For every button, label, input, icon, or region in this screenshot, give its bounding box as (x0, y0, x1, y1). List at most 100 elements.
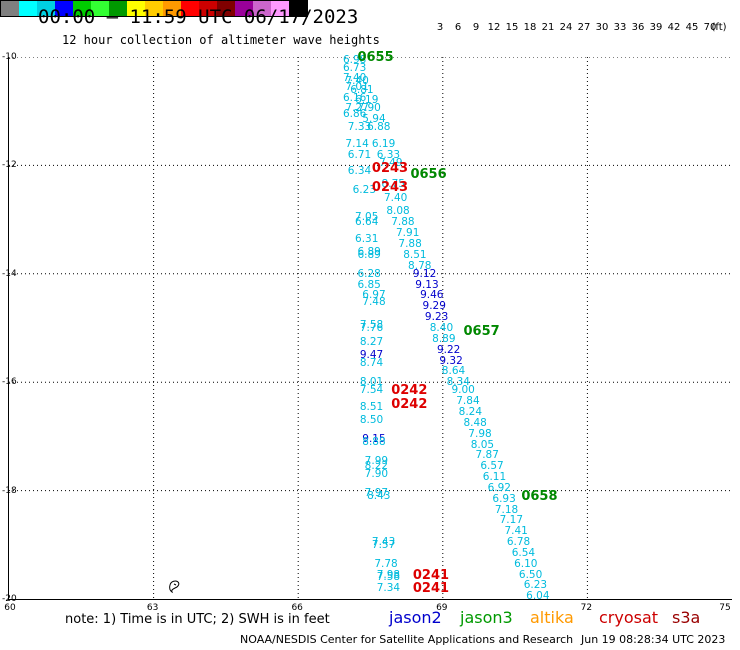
units-note: note: 1) Time is in UTC; 2) SWH is in fe… (65, 612, 330, 627)
colorbar-swatch (19, 1, 37, 16)
wave-height-value: 6.10 (514, 557, 538, 570)
colorbar-swatch (91, 1, 109, 16)
wave-height-value: 7.40 (345, 75, 369, 88)
wave-height-value: 8.51 (359, 400, 384, 413)
longitude-label: 60 (4, 603, 16, 613)
wave-height-value: 7.98 (468, 427, 492, 440)
colorbar-label: 6 (454, 22, 462, 33)
latitude-label: -18 (2, 485, 17, 496)
wave-height-value: 7.27 (345, 102, 369, 115)
wave-height-value: 6.71 (347, 148, 372, 161)
colorbar-label: 24 (559, 22, 573, 33)
colorbar-swatch (127, 1, 145, 16)
wave-height-value: 7.49 (379, 156, 403, 169)
latitude-label: -20 (2, 594, 17, 604)
wave-height-value: 8.01 (359, 376, 384, 389)
pass-time-label: 0655 (357, 50, 394, 65)
colorbar-label: 9 (472, 22, 480, 33)
longitude-label: 66 (291, 603, 303, 613)
pass-time-label: 0658 (521, 489, 558, 505)
wave-height-value: 8.24 (458, 406, 483, 418)
wave-height-value: 6.19 (371, 137, 396, 150)
wave-height-value: 6.11 (482, 471, 507, 484)
wave-height-value: 7.57 (371, 538, 396, 551)
map-subtitle: 12 hour collection of altimeter wave hei… (62, 33, 380, 47)
legend-jason2: jason2 (389, 608, 442, 627)
wave-height-value: 6.92 (487, 481, 511, 494)
latitude-label: -14 (2, 268, 17, 279)
pass-time-label: 0656 (410, 166, 447, 182)
colorbar-swatch (253, 1, 271, 16)
wave-height-value: 6.31 (355, 232, 379, 245)
generated-timestamp: Jun 19 08:28:34 UTC 2023 (581, 633, 726, 646)
wave-height-value: 7.88 (398, 237, 422, 250)
wave-height-value: 9.29 (422, 300, 446, 313)
wave-height-value: 7.33 (347, 121, 372, 134)
wave-height-value: 6.89 (357, 248, 381, 261)
colorbar-swatch (109, 1, 127, 16)
legend-cryosat: cryosat (599, 608, 659, 627)
wave-height-value: 6.16 (342, 91, 367, 104)
map-plot-area (8, 57, 732, 600)
wave-height-value: 8.50 (359, 414, 384, 427)
longitude-label: 63 (146, 603, 159, 613)
wave-height-value: 9.22 (436, 343, 461, 356)
wave-height-value: 6.04 (526, 590, 550, 603)
colorbar-label: 70 (703, 22, 717, 33)
colorbar-label: 21 (541, 22, 555, 33)
wave-height-value: 9.23 (424, 311, 449, 324)
wave-height-value: 7.43 (371, 536, 396, 549)
wave-height-value: 7.88 (391, 216, 415, 229)
wave-height-value: 9.46 (420, 289, 444, 302)
wave-height-value: 7.78 (374, 557, 398, 570)
wave-height-value: 9.47 (359, 349, 384, 362)
wave-height-value: 6.85 (357, 278, 381, 291)
wave-height-value: 6.34 (347, 164, 372, 177)
wave-height-value: 6.23 (523, 579, 548, 592)
wave-height-value: 9.13 (415, 278, 439, 291)
wave-height-value: 7.54 (359, 384, 384, 397)
wave-height-value: 8.89 (432, 332, 456, 345)
wave-height-value: 6.57 (480, 460, 504, 473)
colorbar-label: 18 (523, 22, 537, 33)
wave-height-value: 6.33 (376, 148, 401, 161)
wave-height-value: 7.90 (364, 468, 389, 481)
wave-height-value: 6.50 (518, 568, 543, 581)
wave-height-value: 8.34 (446, 376, 470, 389)
pass-time-label: 0243 (371, 161, 409, 177)
longitude-label: 69 (436, 603, 448, 613)
credit-line: NOAA/NESDIS Center for Satellite Applica… (240, 633, 574, 646)
colorbar-label: 39 (649, 22, 663, 33)
colorbar-label: 12 (487, 22, 501, 33)
wave-height-value: 8.05 (470, 438, 495, 451)
wave-height-value: 7.99 (364, 454, 389, 467)
wave-height-colorbar (0, 0, 308, 17)
wave-height-value: 9.00 (451, 384, 475, 397)
wave-height-value: 7.76 (359, 322, 384, 334)
wave-height-value: 8.40 (429, 322, 454, 334)
legend-altika: altika (530, 608, 574, 627)
wave-height-value: 8.43 (367, 490, 391, 503)
wave-height-value: 5.94 (362, 113, 386, 126)
pass-time-label: 0242 (391, 383, 428, 399)
colorbar-label: 42 (667, 22, 681, 33)
colorbar-label: 36 (631, 22, 645, 33)
colorbar-swatch (37, 1, 55, 16)
colorbar-swatch (289, 1, 307, 16)
legend-s3a: s3a (672, 608, 701, 627)
wave-height-value: 8.27 (359, 335, 384, 348)
wave-height-value: 6.81 (350, 83, 374, 96)
wave-height-value: 9.15 (362, 433, 386, 446)
colorbar-swatch (199, 1, 217, 16)
pass-time-label: 0241 (412, 581, 450, 597)
wave-height-value: 7.58 (376, 571, 401, 584)
legend-jason3: jason3 (460, 608, 513, 627)
colorbar-swatch (73, 1, 91, 16)
wave-height-value: 7.40 (383, 191, 408, 204)
wave-height-value: 6.97 (362, 289, 386, 302)
colorbar-label: 33 (613, 22, 627, 33)
wave-height-value: 7.05 (355, 210, 379, 223)
colorbar-swatch (271, 1, 289, 16)
pass-time-label: 0241 (412, 567, 450, 583)
pass-time-label: 0657 (463, 323, 500, 339)
